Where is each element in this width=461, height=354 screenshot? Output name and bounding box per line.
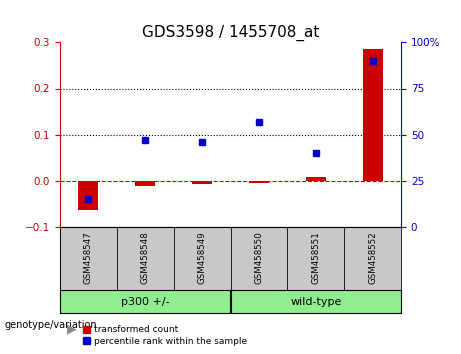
Text: wild-type: wild-type	[290, 297, 342, 307]
Bar	[192, 181, 212, 184]
Text: GSM458551: GSM458551	[311, 232, 320, 284]
Text: GSM458550: GSM458550	[254, 232, 263, 284]
Text: GSM458552: GSM458552	[368, 232, 377, 284]
Bar	[135, 181, 155, 186]
Text: p300 +/-: p300 +/-	[121, 297, 170, 307]
Bar	[306, 177, 326, 181]
Title: GDS3598 / 1455708_at: GDS3598 / 1455708_at	[142, 25, 319, 41]
Text: GSM458549: GSM458549	[198, 232, 207, 284]
Text: GSM458548: GSM458548	[141, 232, 150, 284]
Text: ▶: ▶	[67, 322, 77, 335]
Text: GSM458547: GSM458547	[84, 232, 93, 284]
Legend: transformed count, percentile rank within the sample: transformed count, percentile rank withi…	[83, 325, 247, 346]
Bar	[78, 181, 98, 210]
Bar	[363, 50, 383, 181]
Bar	[249, 181, 269, 183]
Text: genotype/variation: genotype/variation	[5, 320, 97, 330]
